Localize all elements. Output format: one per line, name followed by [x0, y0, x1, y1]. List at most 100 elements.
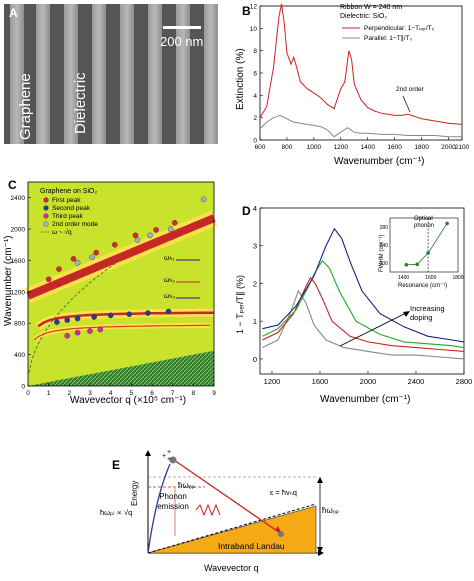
- series-line-4: [262, 227, 465, 343]
- inset-frame: [389, 217, 459, 273]
- inset-y-tick-label: 240: [380, 243, 389, 249]
- legend-title-1: Ribbon W = 240 nm: [340, 4, 403, 11]
- data-point-2: [91, 314, 97, 320]
- x-tick-label: 4: [109, 390, 113, 397]
- inset-point: [415, 262, 419, 267]
- x-tick-label: 1: [47, 390, 51, 397]
- annotation-arrow: [402, 95, 411, 113]
- chart-d: 1200 1600 2000 2400 2800 0 1 2 3 4 1400 1600 1800 200…: [253, 204, 473, 386]
- data-point-2: [107, 312, 114, 319]
- y-tick-label: 2000: [11, 227, 26, 234]
- data-point-3: [64, 332, 71, 339]
- c-legend-item-1: First peak: [52, 197, 81, 204]
- svg-text:+: +: [167, 456, 171, 463]
- data-point-2: [64, 317, 71, 323]
- b-xlabel: Wavenumber (cm⁻¹): [334, 156, 425, 167]
- doping-annotation: Increasing doping: [410, 304, 445, 322]
- series-line-2: [259, 114, 462, 138]
- panel-c: 0 1 2 3 4 5 6 7 8 9 0 400 800 1200 1600 2000 2400 C Grap…: [0, 176, 226, 410]
- x-tick-label: 1600: [387, 144, 402, 151]
- intraband-label: Intraband Landau: [218, 541, 285, 551]
- y-tick-label: 10: [250, 26, 258, 33]
- legend-marker-1: [43, 197, 49, 203]
- inset-point: [445, 221, 449, 226]
- inset-x-tick-label: 1600: [425, 275, 436, 281]
- second-order-annotation: 2nd order: [396, 86, 424, 93]
- inset-ylabel: FWHM (cm⁻¹): [379, 234, 385, 273]
- y-tick-label: 1200: [11, 289, 26, 296]
- b-ylabel: Extinction (%): [235, 48, 246, 110]
- x-tick-label: 2000: [441, 144, 456, 151]
- series-line-2: [262, 276, 465, 352]
- data-point-4: [74, 260, 81, 266]
- dielectric-stripe: [10, 4, 24, 144]
- x-tick-label: 2000: [360, 377, 377, 386]
- dielectric-stripe: [148, 4, 162, 144]
- data-point-2: [165, 308, 172, 315]
- y-tick-label: 2: [253, 279, 257, 288]
- y-tick-label: 400: [14, 352, 25, 359]
- series-line-1: [262, 289, 465, 360]
- inset-x-tick-label: 1800: [452, 275, 463, 281]
- data-point-4: [134, 237, 141, 243]
- svg-text:+: +: [162, 453, 166, 460]
- sqrt-q-curve: [28, 259, 121, 373]
- x-tick-label: 1400: [360, 144, 375, 151]
- panel-d-label: D: [242, 204, 251, 218]
- legend-marker-2: [43, 205, 49, 211]
- plot-frame: [259, 207, 465, 375]
- x-tick-label: 7: [171, 390, 175, 397]
- y-tick-label: 1: [253, 317, 257, 326]
- data-point-3: [74, 329, 81, 336]
- data-point-2: [145, 310, 151, 316]
- y-tick-label: 4: [253, 93, 257, 100]
- y-tick-label: 0: [253, 355, 257, 364]
- x-tick-label: 5: [130, 390, 134, 397]
- y-tick-label: 6: [253, 71, 257, 78]
- dielectric-stripe: [36, 4, 50, 144]
- panel-a: A 200 nm Graphene Dielectric: [0, 0, 218, 148]
- x-tick-label: 1600: [312, 377, 329, 386]
- data-point-3: [97, 326, 104, 333]
- y-tick-label: 2: [253, 115, 257, 122]
- chart-c: 0 1 2 3 4 5 6 7 8 9 0 400 800 1200 1600 2000 2400: [11, 181, 218, 397]
- data-point-1: [56, 266, 62, 272]
- x-tick-label: 9: [212, 390, 216, 397]
- x-tick-label: 800: [282, 144, 293, 151]
- series-line-1: [259, 3, 463, 125]
- scale-bar-label: 200 nm: [160, 34, 204, 49]
- dielectric-stripe: [204, 4, 218, 144]
- inset-point: [404, 263, 409, 267]
- low-band: [33, 324, 210, 341]
- c-legend-item-4: 2nd order mode: [52, 221, 98, 228]
- phonon-emission-label: Phonon emission: [157, 492, 189, 511]
- data-point-1: [153, 227, 159, 233]
- hw-op-left: ħωₒₚ: [178, 481, 196, 490]
- dielectric-stripe: [120, 4, 134, 144]
- y-tick-label: 0: [253, 138, 257, 145]
- c-xlabel: Wavevector q (×10⁵ cm⁻¹): [70, 395, 187, 406]
- e-xlabel: Wavevector q: [204, 563, 259, 573]
- panel-b-label: B: [242, 4, 251, 18]
- x-tick-label: 1000: [307, 144, 322, 151]
- panel-a-label: A: [9, 6, 18, 20]
- x-tick-label: 3: [88, 390, 92, 397]
- data-point-1: [171, 220, 178, 226]
- data-point-1: [112, 241, 118, 248]
- e-ylabel: Energy: [130, 480, 139, 506]
- data-point-2: [126, 311, 133, 318]
- c-legend-item-5: ω ~ √q: [52, 229, 72, 236]
- hw-op-right: ħωₒₚ: [322, 506, 340, 515]
- x-tick-label: 2800: [456, 377, 473, 386]
- x-tick-label: 2: [68, 390, 72, 397]
- data-point-1: [70, 256, 77, 262]
- y-tick-label: 800: [14, 321, 25, 328]
- legend-perp: Perpendicular: 1−Tₚₑᵣ/T₀: [364, 25, 435, 32]
- sem-image: [4, 4, 218, 144]
- inset-y-tick-label: 200: [380, 261, 389, 267]
- y-tick-label: 8: [253, 48, 257, 55]
- y-tick-label: 2400: [11, 195, 26, 202]
- c-legend-title: Graphene on SiO₂: [40, 188, 98, 195]
- diagram-e: + + +: [145, 449, 324, 556]
- y-tick-label: 4: [253, 204, 257, 213]
